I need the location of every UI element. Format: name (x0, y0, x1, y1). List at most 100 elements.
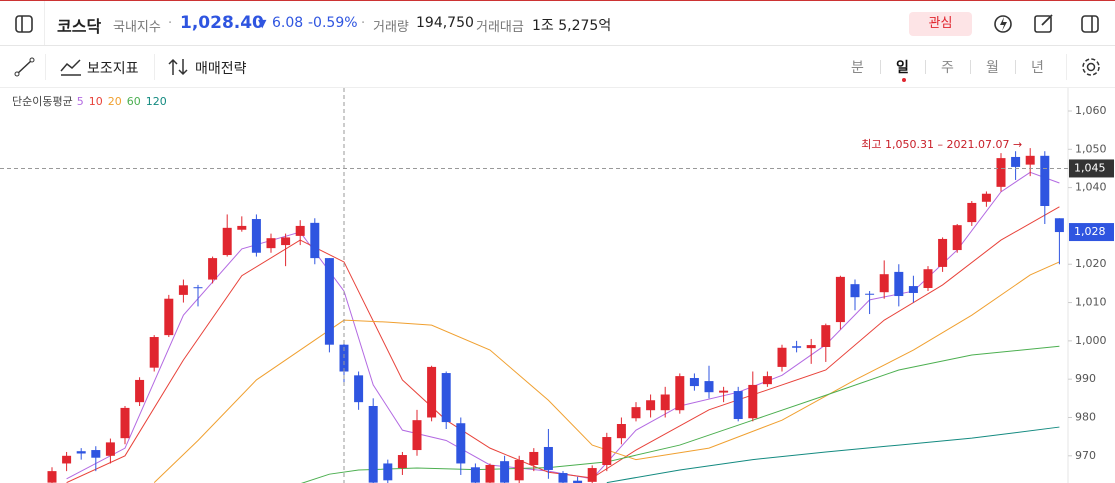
edit-icon[interactable] (1033, 13, 1055, 35)
candle-body (164, 298, 174, 336)
y-tick-label: 1,060 (1075, 104, 1107, 117)
y-tick-label: 990 (1075, 372, 1096, 385)
candle-body (733, 391, 743, 420)
strategy-icon[interactable] (167, 57, 191, 77)
change-arrow: ▼ (258, 17, 267, 30)
candle-body (675, 376, 685, 411)
plot-area (47, 148, 1064, 483)
period-tab[interactable]: 분 (851, 60, 864, 76)
change-pct: -0.59% (308, 15, 358, 31)
candle-body (456, 423, 466, 464)
period-tab[interactable]: 월 (986, 60, 999, 76)
y-tick-label: 1,010 (1075, 296, 1107, 309)
candle-body (427, 366, 437, 418)
y-tick-label: 980 (1075, 410, 1096, 423)
indicator-icon[interactable] (59, 57, 83, 77)
candle-body (135, 379, 145, 403)
candle-body (602, 437, 612, 465)
sidebar-icon[interactable] (14, 14, 34, 34)
indicators-button[interactable]: 보조지표 (87, 61, 139, 77)
market: 국내지수 (113, 20, 161, 35)
candle-body (193, 287, 203, 289)
strategy-button[interactable]: 매매전략 (195, 61, 247, 77)
toolbar: 보조지표 매매전략 분 일 주 월 년 (0, 46, 1115, 88)
amount: 1조 5,275억 (532, 18, 612, 34)
candle-body (879, 274, 889, 293)
candle-body (62, 455, 72, 464)
candle-body (923, 269, 933, 288)
legend-entry: 5 (77, 95, 84, 108)
candle-body (792, 346, 802, 348)
candle-body (222, 227, 232, 256)
candle-body (47, 471, 57, 483)
candle-body (295, 225, 305, 236)
change: 6.08 (272, 15, 304, 31)
legend-entry: 10 (89, 95, 103, 108)
candle-body (441, 373, 451, 423)
candle-body (368, 405, 378, 483)
candle-body (178, 285, 188, 295)
candle-body (281, 237, 291, 246)
tab-separator (970, 60, 971, 74)
legend-entry: 60 (127, 95, 141, 108)
volume: 194,750 (416, 15, 474, 31)
candle-body (558, 473, 568, 483)
candle-body (339, 344, 349, 372)
candle-body (835, 276, 845, 323)
moving-average-line (300, 345, 1060, 483)
candle-body (1054, 218, 1064, 233)
candle-body (821, 325, 831, 347)
candle-body (573, 480, 583, 483)
candle-body (310, 222, 320, 259)
price-tag-label: 1,028 (1074, 225, 1106, 238)
candle-body (120, 407, 130, 439)
candle-body (967, 202, 977, 223)
candle-body (1011, 156, 1021, 167)
candle-body (266, 238, 276, 249)
index-name: 코스닥 (57, 17, 102, 36)
draw-icon[interactable] (14, 57, 36, 77)
candle-body (660, 394, 670, 411)
amount-label: 거래대금 (476, 20, 524, 35)
candle-body (412, 420, 422, 451)
separator: · (168, 16, 173, 31)
candle-body (908, 286, 918, 293)
panel-icon[interactable] (1080, 13, 1102, 35)
y-tick-label: 1,050 (1075, 142, 1107, 155)
candle-body (704, 381, 714, 393)
y-tick-label: 970 (1075, 449, 1096, 462)
moving-average-line (66, 206, 1060, 483)
settings-icon[interactable] (1080, 56, 1102, 78)
high-annotation: 최고 1,050.31 – 2021.07.07 → (861, 138, 1022, 151)
favorite-button[interactable]: 관심 (909, 12, 972, 36)
candle-body (105, 442, 115, 456)
candle-body (529, 451, 539, 465)
separator: · (361, 16, 366, 31)
candle-body (500, 461, 510, 483)
candle-body (762, 376, 772, 385)
candle-body (76, 451, 86, 454)
candle-body (237, 225, 247, 230)
candle-body (470, 467, 480, 483)
period-tab[interactable]: 일 (896, 60, 909, 76)
legend-entry: 20 (108, 95, 122, 108)
active-dot (902, 78, 906, 82)
candle-body (514, 460, 524, 481)
candle-body (850, 284, 860, 298)
tab-separator (880, 60, 881, 74)
candle-body (996, 158, 1006, 187)
candle-body (383, 463, 393, 481)
candle-body (777, 347, 787, 367)
flash-icon[interactable] (992, 13, 1014, 35)
volume-label: 거래량 (373, 20, 409, 35)
period-tab[interactable]: 주 (941, 60, 954, 76)
y-tick-label: 1,000 (1075, 334, 1107, 347)
period-tab[interactable]: 년 (1031, 60, 1044, 76)
legend-entry: 120 (146, 95, 167, 108)
candle-body (1040, 155, 1050, 207)
candle-body (719, 390, 729, 393)
legend: 단순이동평균 5 10 20 60 120 (12, 95, 167, 108)
tab-separator (1015, 60, 1016, 74)
